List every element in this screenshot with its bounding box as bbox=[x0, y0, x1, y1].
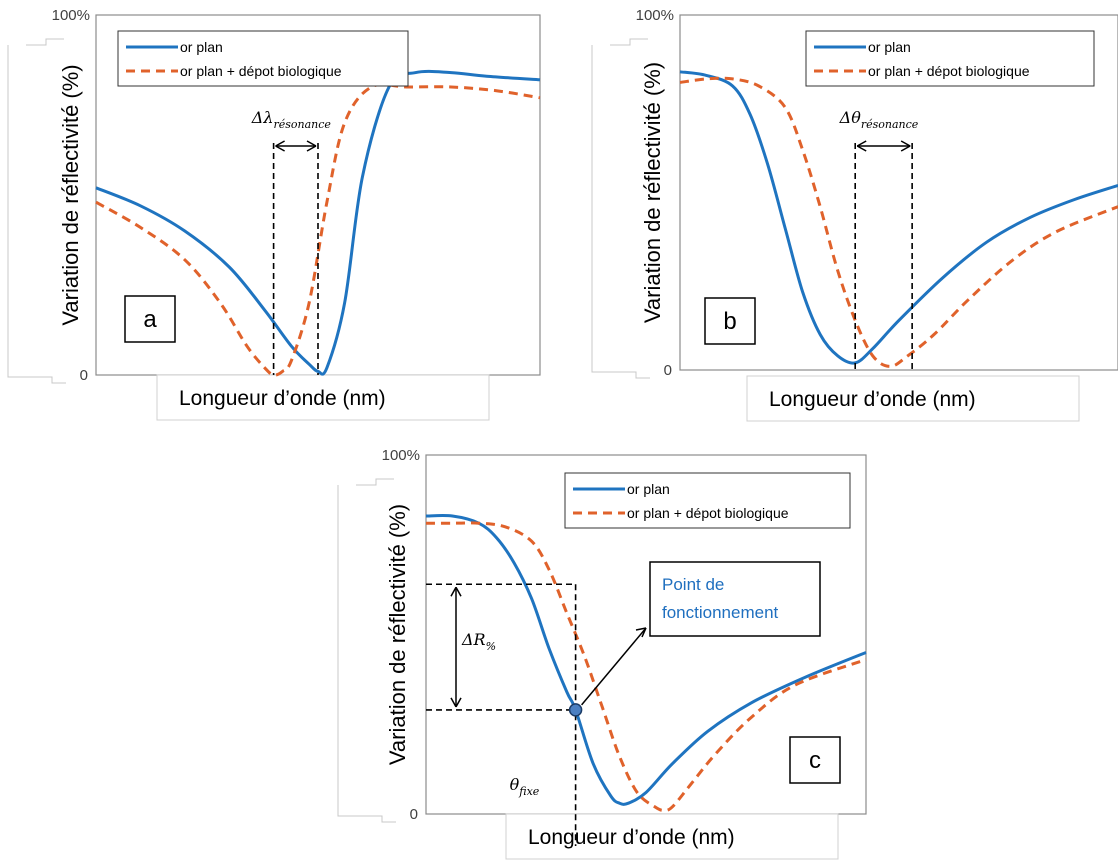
resonance-arrowheads bbox=[275, 140, 317, 152]
delta-r-subscript: % bbox=[486, 640, 496, 653]
y-tick-label-top: 100% bbox=[636, 7, 674, 24]
x-axis-label: Longueur d’onde (nm) bbox=[179, 387, 386, 410]
callout-box bbox=[649, 561, 821, 637]
panel-label-box bbox=[124, 295, 176, 343]
y-axis-label: Variation de réflectivité (%) bbox=[385, 504, 410, 765]
legend-label-2: or plan + dépot biologique bbox=[868, 63, 1030, 79]
delta-r-label: ΔR% bbox=[461, 630, 496, 653]
resonance-symbol: Δθ bbox=[839, 108, 862, 127]
panel-label-box bbox=[789, 736, 841, 784]
y-tick-label-bottom: 0 bbox=[410, 806, 418, 823]
resonance-subscript: résonance bbox=[861, 118, 919, 131]
resonance-shift-label: Δθrésonance bbox=[839, 108, 919, 131]
series-line-or-plan bbox=[425, 513, 867, 806]
series-line-or-plan-depot bbox=[95, 82, 541, 377]
x-axis-label: Longueur d’onde (nm) bbox=[528, 826, 735, 849]
y-tick-label-top: 100% bbox=[382, 447, 420, 464]
panel-label: b bbox=[723, 308, 736, 335]
y-tick-label-bottom: 0 bbox=[664, 362, 672, 379]
x-axis-label-box bbox=[505, 813, 839, 860]
ylabel-frame bbox=[337, 478, 396, 823]
plot-area-frame bbox=[679, 14, 1118, 371]
y-tick-label-top: 100% bbox=[52, 7, 90, 24]
resonance-shift-label: Δλrésonance bbox=[251, 108, 332, 131]
callout-line-1: Point de bbox=[662, 575, 724, 594]
chart-panel-a: 100% 0 Variation de réflectivité (%) Longue… bbox=[7, 7, 541, 421]
resonance-symbol: Δλ bbox=[251, 108, 274, 127]
delta-r-arrowheads bbox=[450, 586, 462, 708]
theta-symbol: θ bbox=[510, 775, 520, 794]
legend-label-1: or plan bbox=[180, 39, 223, 55]
series-line-or-plan-depot bbox=[426, 521, 867, 812]
resonance-subscript: résonance bbox=[274, 118, 332, 131]
resonance-arrowheads bbox=[856, 140, 911, 152]
delta-r-symbol: ΔR bbox=[461, 630, 486, 649]
legend-label-2: or plan + dépot biologique bbox=[627, 505, 789, 521]
legend-box bbox=[117, 30, 409, 87]
y-tick-label-bottom: 0 bbox=[80, 367, 88, 384]
ylabel-frame bbox=[7, 38, 66, 384]
panel-label: c bbox=[809, 747, 821, 774]
chart-panel-c: 100% 0 Variation de réflectivité (%) Longue… bbox=[337, 447, 867, 860]
chart-panel-b: 100% 0 Variation de réflectivité (%) Longue… bbox=[591, 7, 1118, 422]
y-axis-label: Variation de réflectivité (%) bbox=[58, 64, 83, 325]
theta-subscript: fixe bbox=[518, 785, 540, 798]
legend-label-1: or plan bbox=[868, 39, 911, 55]
legend-box bbox=[564, 472, 851, 529]
panel-label: a bbox=[143, 306, 157, 333]
operating-point-marker bbox=[568, 703, 583, 717]
series-line-or-plan bbox=[95, 69, 541, 376]
series-line-or-plan bbox=[679, 70, 1118, 365]
legend-box bbox=[805, 30, 1095, 87]
legend-label-1: or plan bbox=[627, 481, 670, 497]
callout-arrowhead bbox=[635, 627, 647, 638]
panel-label-box bbox=[704, 297, 756, 345]
callout-line-2: fonctionnement bbox=[662, 603, 779, 622]
ylabel-frame bbox=[591, 38, 650, 379]
theta-fixe-label: θfixe bbox=[510, 775, 540, 798]
x-axis-label: Longueur d’onde (nm) bbox=[769, 388, 976, 411]
legend-label-2: or plan + dépot biologique bbox=[180, 63, 342, 79]
series-line-or-plan-depot bbox=[679, 76, 1118, 368]
y-axis-label: Variation de réflectivité (%) bbox=[640, 62, 665, 323]
x-axis-label-box bbox=[156, 374, 490, 421]
callout-arrow bbox=[581, 627, 647, 706]
x-axis-label-box bbox=[746, 375, 1080, 422]
